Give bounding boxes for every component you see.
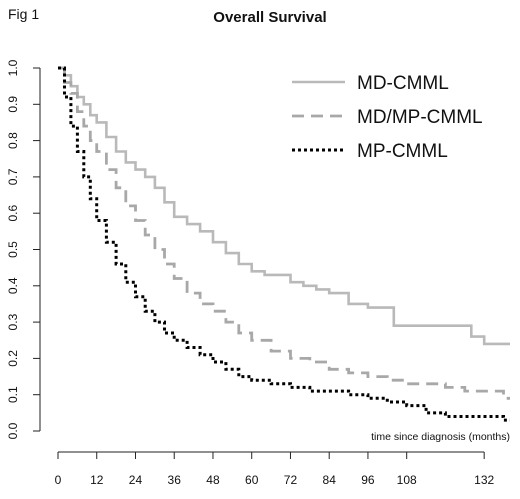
legend-label: MP-CMML xyxy=(357,141,448,162)
legend: MD-CMML MD/MP-CMML MP-CMML xyxy=(292,73,483,162)
y-tick-label: 0.7 xyxy=(6,168,20,185)
y-tick-label: 0.1 xyxy=(6,386,20,403)
y-tick-label: 0.2 xyxy=(6,350,20,367)
x-axis-note: time since diagnosis (months) xyxy=(371,431,510,443)
x-tick-label: 132 xyxy=(474,473,494,487)
y-tick-label: 0.3 xyxy=(6,313,20,330)
x-tick-label: 60 xyxy=(245,473,259,487)
y-tick-label: 0.4 xyxy=(6,277,20,294)
x-tick-label: 36 xyxy=(168,473,182,487)
x-tick-label: 48 xyxy=(206,473,220,487)
series-layer xyxy=(58,66,510,422)
x-tick-label: 84 xyxy=(323,473,337,487)
x-tick-label: 96 xyxy=(361,473,375,487)
y-tick-label: 0.8 xyxy=(6,132,20,149)
axes-group: 0.0 0.1 0.2 0.3 0.4 0.5 0.6 0.7 0.8 0.9 1.0 0 12 24 36… xyxy=(6,59,494,487)
y-tick-label: 0.6 xyxy=(6,205,20,222)
y-tick-label: 0.0 xyxy=(6,422,20,439)
series-line-solid xyxy=(58,66,510,346)
x-tick-label: 72 xyxy=(284,473,298,487)
y-tick-label: 0.5 xyxy=(6,241,20,258)
y-tick-label: 1.0 xyxy=(6,59,20,76)
x-tick-label: 0 xyxy=(55,473,62,487)
series-line-dotted xyxy=(58,66,510,422)
series-line-dashed xyxy=(58,66,510,400)
figure-label: Fig 1 xyxy=(8,6,40,22)
chart-title: Overall Survival xyxy=(213,9,327,26)
x-tick-label: 24 xyxy=(129,473,143,487)
legend-label: MD-CMML xyxy=(357,73,449,94)
x-tick-label: 12 xyxy=(90,473,104,487)
y-tick-label: 0.9 xyxy=(6,96,20,113)
x-tick-label: 108 xyxy=(397,473,417,487)
legend-label: MD/MP-CMML xyxy=(357,107,483,128)
